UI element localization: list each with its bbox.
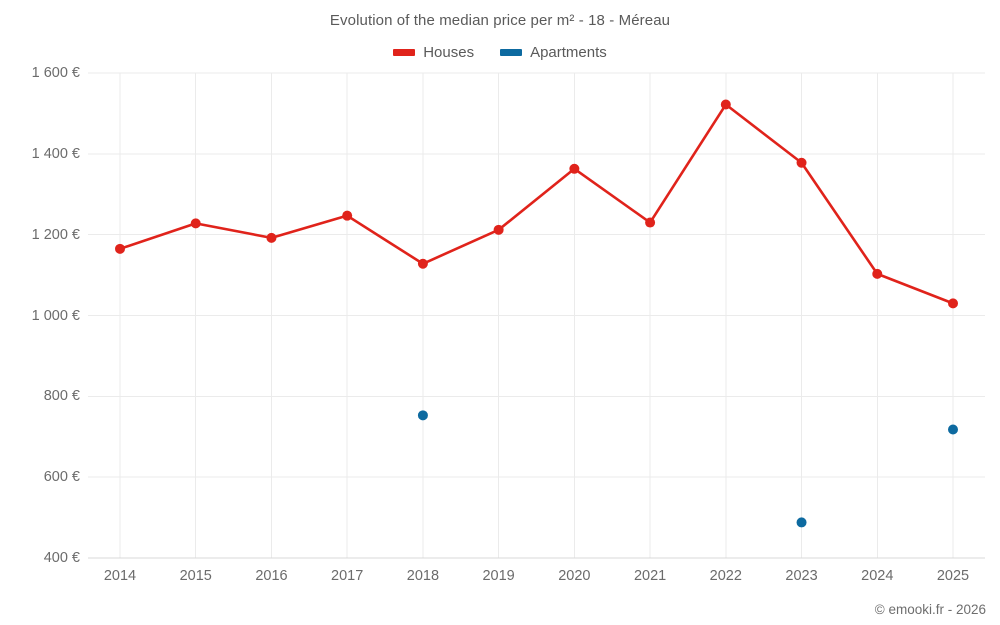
legend-item-apartments[interactable]: Apartments (500, 44, 607, 61)
y-tick-label-800: 800 € (43, 388, 80, 405)
data-point-houses-2021[interactable] (645, 217, 656, 228)
x-tick-label-2017: 2017 (331, 568, 364, 584)
x-tick-label-2018: 2018 (406, 568, 440, 584)
chart-legend: Houses Apartments (0, 44, 1000, 61)
data-point-houses-2024[interactable] (872, 268, 883, 279)
x-tick-label-2014: 2014 (103, 568, 137, 584)
x-tick-label-2015: 2015 (179, 568, 212, 584)
legend-label-apartments: Apartments (530, 44, 607, 61)
x-tick-label-2019: 2019 (482, 568, 515, 584)
legend-swatch-houses-icon (393, 49, 416, 56)
x-tick-label-2025: 2025 (936, 568, 970, 584)
data-point-houses-2020[interactable] (569, 163, 580, 174)
y-tick-label-600: 600 € (43, 469, 80, 486)
legend-swatch-apartments-icon (500, 49, 523, 56)
x-tick-label-2016: 2016 (255, 568, 288, 584)
data-point-houses-2017[interactable] (342, 210, 353, 221)
y-axis-tick-labels: 400 € 600 € 800 € 1 000 € 1 200 € 1 400 € 1 60… (0, 0, 80, 625)
y-tick-label-1000: 1 000 € (31, 307, 80, 324)
data-point-houses-2023[interactable] (796, 157, 807, 168)
data-point-houses-2025[interactable] (948, 298, 958, 309)
data-point-apartments-2023[interactable] (796, 517, 807, 528)
data-point-apartments-2018[interactable] (417, 410, 428, 421)
x-tick-label-2024: 2024 (861, 568, 894, 584)
series-line-houses (118, 103, 955, 305)
data-point-houses-2014[interactable] (115, 243, 125, 254)
chart-title: Evolution of the median price per m² - 1… (329, 12, 671, 29)
y-tick-label-1400: 1 400 € (31, 145, 80, 162)
data-point-apartments-2025[interactable] (948, 424, 958, 435)
x-tick-label-2021: 2021 (633, 568, 667, 584)
x-tick-label-2023: 2023 (785, 568, 818, 584)
x-tick-label-2020: 2020 (558, 568, 591, 584)
y-tick-label-1600: 1 600 € (31, 65, 80, 81)
data-point-houses-2015[interactable] (190, 218, 201, 229)
legend-item-houses[interactable]: Houses (393, 44, 474, 61)
x-tick-label-2022: 2022 (709, 568, 742, 584)
y-tick-label-400: 400 € (43, 550, 80, 566)
data-point-houses-2022[interactable] (720, 99, 731, 110)
data-point-houses-2016[interactable] (266, 232, 277, 243)
y-tick-label-1200: 1 200 € (31, 226, 80, 243)
footer-credit: © emooki.fr - 2026 (874, 602, 986, 617)
data-point-houses-2018[interactable] (417, 258, 428, 269)
data-point-houses-2019[interactable] (493, 224, 504, 235)
legend-label-houses: Houses (423, 44, 475, 61)
